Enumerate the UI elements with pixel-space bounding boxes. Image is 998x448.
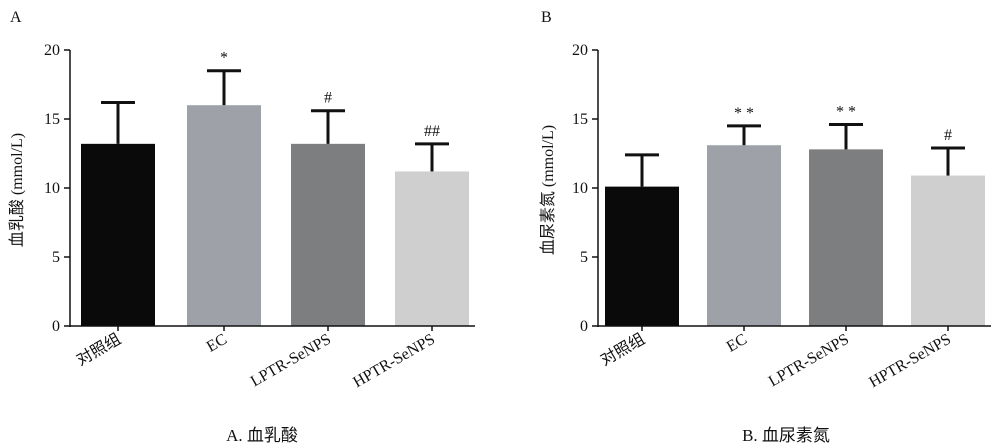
significance-marker: # [944, 127, 952, 144]
x-tick-label: 对照组 [73, 330, 124, 370]
y-tick-label: 10 [572, 180, 588, 197]
y-tick-label: 10 [44, 180, 60, 197]
bar [911, 175, 985, 326]
x-tick-label: HPTR-SeNPS [350, 331, 438, 392]
x-tick-label: LPTR-SeNPS [766, 331, 852, 391]
bar [81, 143, 155, 326]
y-axis-label: 血乳酸 (mmol/L) [8, 133, 26, 247]
panel-caption: A. 血乳酸 [226, 426, 298, 445]
y-tick-label: 20 [44, 42, 60, 59]
y-tick-label: 0 [52, 318, 60, 335]
bar [187, 105, 261, 326]
panel-letter: B [541, 9, 552, 26]
significance-marker: * [220, 50, 228, 67]
y-tick-label: 20 [572, 42, 588, 59]
panel-letter: A [10, 9, 22, 26]
y-tick-label: 15 [572, 111, 588, 128]
x-tick-label: LPTR-SeNPS [248, 331, 334, 391]
significance-marker: # [324, 90, 332, 107]
y-tick-label: 0 [580, 318, 588, 335]
x-tick-label: EC [204, 331, 230, 356]
y-tick-label: 5 [580, 249, 588, 266]
significance-marker: * * [734, 105, 754, 122]
x-tick-label: HPTR-SeNPS [866, 331, 954, 392]
bar [291, 143, 365, 326]
x-tick-label: 对照组 [597, 330, 648, 370]
y-tick-label: 15 [44, 111, 60, 128]
bar [605, 186, 679, 326]
significance-marker: * * [836, 104, 856, 121]
x-tick-label: EC [724, 331, 750, 356]
bar [395, 171, 469, 326]
significance-marker: ## [424, 123, 440, 140]
bar [707, 145, 781, 326]
bar [809, 149, 883, 326]
panel-caption: B. 血尿素氮 [742, 426, 830, 445]
y-tick-label: 5 [52, 249, 60, 266]
panel-b: B 血尿素氮 (mmol/L) * * * * #0 5 10 15 20 对照组 EC LPTR-S… [539, 9, 991, 445]
y-axis-label: 血尿素氮 (mmol/L) [539, 125, 557, 255]
